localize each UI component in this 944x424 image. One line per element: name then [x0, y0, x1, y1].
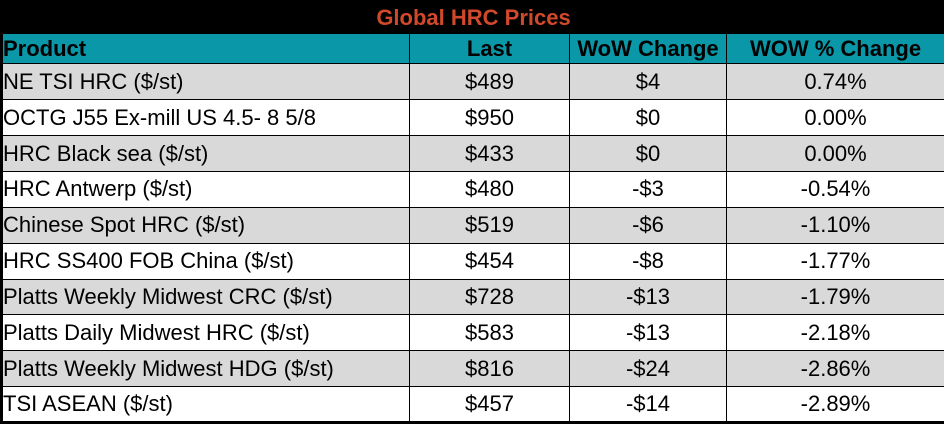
cell-wow-change[interactable]: -$14 [569, 386, 727, 423]
cell-last[interactable]: $583 [409, 314, 570, 352]
table-header-row: Product Last WoW Change WOW % Change [1, 32, 944, 65]
table-row: TSI ASEAN ($/st) $457 -$14 -2.89% [1, 386, 944, 423]
cell-last[interactable]: $519 [409, 206, 570, 244]
cell-wow-change[interactable]: -$13 [569, 278, 727, 316]
cell-last[interactable]: $480 [409, 171, 570, 208]
table-row: NE TSI HRC ($/st) $489 $4 0.74% [1, 63, 944, 101]
cell-last[interactable]: $433 [409, 135, 570, 172]
cell-last[interactable]: $489 [409, 63, 570, 101]
cell-product[interactable]: NE TSI HRC ($/st) [1, 63, 410, 101]
cell-wow-pct-change[interactable]: -2.86% [725, 350, 944, 388]
header-wow-change[interactable]: WoW Change [569, 32, 727, 65]
cell-last[interactable]: $950 [409, 99, 570, 137]
cell-wow-pct-change[interactable]: -1.77% [725, 242, 944, 280]
cell-wow-change[interactable]: -$8 [569, 242, 727, 280]
cell-wow-pct-change[interactable]: -2.18% [725, 314, 944, 352]
cell-wow-change[interactable]: -$6 [569, 206, 727, 244]
cell-product[interactable]: HRC Antwerp ($/st) [1, 171, 410, 208]
cell-wow-change[interactable]: $4 [569, 63, 727, 101]
table-row: Chinese Spot HRC ($/st) $519 -$6 -1.10% [1, 206, 944, 244]
cell-product[interactable]: Platts Weekly Midwest CRC ($/st) [1, 278, 410, 316]
cell-last[interactable]: $728 [409, 278, 570, 316]
cell-wow-pct-change[interactable]: 0.74% [725, 63, 944, 101]
cell-wow-change[interactable]: $0 [569, 135, 727, 172]
cell-wow-pct-change[interactable]: -2.89% [725, 386, 944, 423]
table-row: HRC Antwerp ($/st) $480 -$3 -0.54% [1, 171, 944, 208]
table-row: Platts Weekly Midwest CRC ($/st) $728 -$13… [1, 278, 944, 316]
cell-wow-pct-change[interactable]: -1.79% [725, 278, 944, 316]
header-product[interactable]: Product [1, 32, 410, 65]
cell-product[interactable]: TSI ASEAN ($/st) [1, 386, 410, 423]
cell-product[interactable]: Chinese Spot HRC ($/st) [1, 206, 410, 244]
cell-wow-pct-change[interactable]: 0.00% [725, 135, 944, 172]
table-row: Platts Weekly Midwest HDG ($/st) $816 -$24… [1, 350, 944, 388]
cell-wow-pct-change[interactable]: -1.10% [725, 206, 944, 244]
cell-wow-change[interactable]: $0 [569, 99, 727, 137]
cell-last[interactable]: $816 [409, 350, 570, 388]
table-row: HRC Black sea ($/st) $433 $0 0.00% [1, 135, 944, 172]
page-title: Global HRC Prices [0, 1, 944, 34]
cell-wow-change[interactable]: -$24 [569, 350, 727, 388]
cell-last[interactable]: $454 [409, 242, 570, 280]
cell-wow-pct-change[interactable]: 0.00% [725, 99, 944, 137]
cell-wow-change[interactable]: -$3 [569, 171, 727, 208]
table-row: HRC SS400 FOB China ($/st) $454 -$8 -1.77% [1, 242, 944, 280]
table-title-row: Global HRC Prices [0, 1, 944, 34]
cell-last[interactable]: $457 [409, 386, 570, 423]
cell-product[interactable]: Platts Weekly Midwest HDG ($/st) [1, 350, 410, 388]
table-row: OCTG J55 Ex-mill US 4.5- 8 5/8 $950 $0 0.00… [1, 99, 944, 137]
cell-wow-pct-change[interactable]: -0.54% [725, 171, 944, 208]
cell-product[interactable]: HRC Black sea ($/st) [1, 135, 410, 172]
cell-wow-change[interactable]: -$13 [569, 314, 727, 352]
cell-product[interactable]: Platts Daily Midwest HRC ($/st) [1, 314, 410, 352]
cell-product[interactable]: HRC SS400 FOB China ($/st) [1, 242, 410, 280]
table-row: Platts Daily Midwest HRC ($/st) $583 -$13-… [1, 314, 944, 352]
header-last[interactable]: Last [409, 32, 570, 65]
header-wow-pct-change[interactable]: WOW % Change [725, 32, 944, 65]
cell-product[interactable]: OCTG J55 Ex-mill US 4.5- 8 5/8 [1, 99, 410, 137]
